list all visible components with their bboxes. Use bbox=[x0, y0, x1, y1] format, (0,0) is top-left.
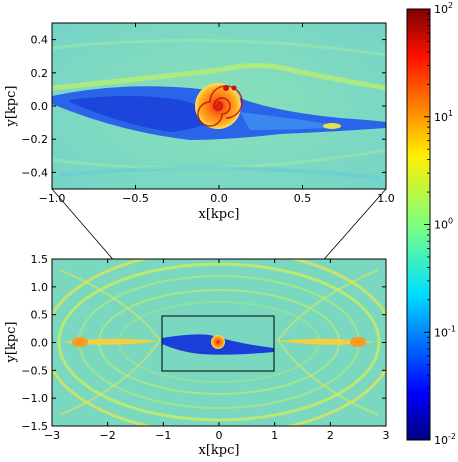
colorbar-tick-label: 10-1 bbox=[434, 324, 456, 339]
zoom-panel-x-tick-label: 0.5 bbox=[294, 192, 312, 205]
full-panel-y-tick-label: 1.0 bbox=[31, 281, 49, 294]
full-panel-x-label: x[kpc] bbox=[199, 443, 240, 458]
full-panel-x-tick-label: 3 bbox=[383, 429, 390, 442]
full-panel-x-tick-label: −1 bbox=[155, 429, 171, 442]
zoom-panel-y-tick-label: −0.2 bbox=[21, 133, 48, 146]
zoom-panel-x-axis: −1.0 −0.5 0.0 0.5 1.0 bbox=[39, 23, 395, 205]
colorbar-tick-label: 100 bbox=[434, 217, 453, 232]
full-panel-y-tick-label: −0.5 bbox=[21, 364, 48, 377]
full-panel-y-tick-label: 1.5 bbox=[31, 253, 49, 266]
zoom-panel-y-tick-label: 0.0 bbox=[31, 100, 49, 113]
zoom-panel-x-label: x[kpc] bbox=[199, 207, 240, 222]
zoom-panel-heatmap bbox=[52, 23, 386, 189]
full-panel-heatmap bbox=[52, 259, 386, 426]
zoom-panel-x-tick-label: −1.0 bbox=[39, 192, 66, 205]
zoom-panel-y-label: y[kpc] bbox=[4, 86, 19, 128]
colorbar-tick-label: 102 bbox=[434, 1, 453, 16]
full-panel-y-tick-label: −1.5 bbox=[21, 420, 48, 433]
full-panel-y-tick-label: 0.5 bbox=[31, 309, 49, 322]
zoom-panel-y-tick-label: 0.2 bbox=[31, 67, 49, 80]
full-panel: −3 −2 −1 0 1 2 3 1.5 1.0 0.5 0.0 −0.5 −1.0 −1.5 x[kp… bbox=[4, 253, 390, 458]
full-panel-x-tick-label: 1 bbox=[271, 429, 278, 442]
zoom-panel-y-axis: 0.4 0.2 0.0 −0.2 −0.4 bbox=[21, 34, 386, 179]
full-panel-x-tick-label: −3 bbox=[44, 429, 60, 442]
colorbar: 102 101 100 10-1 10-2 bbox=[406, 1, 456, 447]
colorbar-tick-label: 101 bbox=[434, 109, 453, 124]
zoom-panel-x-tick-label: 0.0 bbox=[210, 192, 228, 205]
zoom-panel-y-tick-label: −0.4 bbox=[21, 166, 48, 179]
zoom-panel: −1.0 −0.5 0.0 0.5 1.0 0.4 0.2 0.0 −0.2 −0.4 x[kp… bbox=[4, 22, 395, 222]
full-panel-x-tick-label: −2 bbox=[100, 429, 116, 442]
full-panel-x-axis: −3 −2 −1 0 1 2 3 bbox=[44, 259, 390, 442]
colorbar-ticks: 102 101 100 10-1 10-2 bbox=[424, 1, 456, 447]
full-panel-y-label: y[kpc] bbox=[4, 322, 19, 364]
zoom-region-box bbox=[161, 315, 275, 372]
full-panel-y-tick-label: −1.0 bbox=[21, 392, 48, 405]
zoom-panel-x-tick-label: −0.5 bbox=[122, 192, 149, 205]
zoom-panel-y-tick-label: 0.4 bbox=[31, 34, 49, 47]
full-panel-y-axis: 1.5 1.0 0.5 0.0 −0.5 −1.0 −1.5 bbox=[21, 253, 386, 433]
colorbar-tick-label: 10-2 bbox=[434, 432, 456, 447]
full-panel-y-tick-label: 0.0 bbox=[31, 337, 49, 350]
zoom-panel-x-tick-label: 1.0 bbox=[377, 192, 395, 205]
full-panel-x-tick-label: 2 bbox=[327, 429, 334, 442]
full-panel-x-tick-label: 0 bbox=[216, 429, 223, 442]
